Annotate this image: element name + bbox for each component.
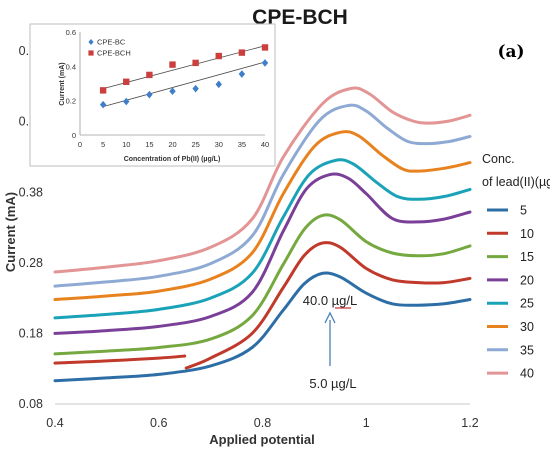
inset-series-group	[99, 44, 269, 109]
inset-point-square	[146, 71, 153, 79]
series-line-25	[53, 158, 472, 320]
inset-x-tick-label: 35	[238, 140, 246, 149]
inset-y-tick-label: 0	[72, 131, 76, 140]
main-y-tick-label: 0.18	[19, 326, 43, 340]
series-line-5	[53, 271, 472, 383]
series-line-35	[53, 103, 472, 288]
main-y-tick-label: 0.08	[19, 397, 43, 411]
main-y-axis-label: Current (mA)	[3, 192, 18, 272]
inset-x-tick-label: 10	[122, 140, 130, 149]
legend-label: 15	[520, 250, 534, 264]
main-x-axis-label: Applied potential	[209, 432, 314, 447]
inset-fit-line	[103, 61, 266, 108]
inset-x-tick-label: 15	[145, 140, 153, 149]
inset-x-tick-label: 40	[261, 140, 269, 149]
inset-x-axis-label: Concentration of Pb(II) (µg/L)	[124, 156, 221, 163]
inset-legend-label: CPE-BC	[97, 38, 126, 47]
inset-point-square	[192, 59, 199, 67]
inset-point-square	[99, 87, 107, 94]
inset-point-diamond	[169, 87, 176, 96]
inset-y-axis-label: Current (mA)	[59, 62, 66, 105]
chart-title: CPE-BCH	[252, 6, 348, 29]
inset-point-diamond	[99, 100, 107, 109]
inset-x-tick-label: 20	[168, 140, 176, 149]
inset-y-tick-label: 0.4	[66, 62, 76, 71]
inset-point-square	[169, 61, 176, 68]
inset-point-diamond	[192, 84, 199, 93]
main-x-tick-label: 1.2	[461, 416, 478, 430]
legend-label: 30	[520, 320, 534, 334]
main-x-tick-label: 0.4	[46, 416, 63, 430]
series-line-15	[53, 213, 472, 356]
main-x-tick-label: 0.6	[150, 416, 167, 430]
legend-label: 40	[520, 367, 534, 381]
main-y-tick-label: 0.38	[19, 185, 43, 199]
series-line-30	[53, 130, 472, 301]
inset-fit-line	[103, 45, 266, 90]
inset-point-diamond	[261, 59, 269, 67]
main-x-tick-label: 1	[363, 416, 370, 430]
main-series-group	[53, 86, 472, 383]
inset-frame	[29, 23, 276, 167]
legend-title-line-1: Conc.	[482, 152, 515, 166]
inset-x-tick-label: 0	[78, 140, 82, 149]
inset-y-tick-label: 0.2	[66, 97, 76, 106]
inset-point-square	[123, 78, 130, 85]
legend-label: 25	[520, 297, 534, 311]
arrow-up-icon	[324, 311, 336, 324]
inset-point-diamond	[215, 80, 222, 89]
legend-label: 10	[520, 227, 534, 241]
inset-legend-square	[88, 50, 94, 56]
inset-point-square	[261, 44, 269, 51]
series-line-40	[53, 86, 472, 274]
main-x-tick-labels: 0.4 0.6 0.8 1 1.2	[46, 416, 478, 430]
inset-point-square	[238, 49, 246, 56]
series-line-10	[53, 354, 187, 365]
inset-y-tick-label: 0.6	[66, 28, 76, 37]
inset-point-square	[215, 52, 222, 60]
legend-label: 5	[520, 204, 527, 218]
main-x-tick-label: 0.8	[254, 416, 271, 430]
inset-x-tick-labels: 0 5 10 15 20 25 30 35 40	[78, 140, 269, 149]
legend-title-line-2: of lead(II)(µg/L)	[482, 175, 550, 189]
main-y-tick-label: 0.28	[19, 256, 43, 270]
series-line-20	[53, 172, 472, 335]
inset-x-tick-label: 25	[191, 140, 199, 149]
annotation-bottom: 5.0 µg/L	[309, 376, 356, 391]
inset-point-diamond	[238, 70, 246, 78]
legend-label: 20	[520, 273, 534, 287]
legend-label: 35	[520, 343, 534, 357]
inset-legend-label: CPE-BCH	[97, 49, 131, 58]
inset-x-tick-label: 5	[101, 140, 105, 149]
inset-point-diamond	[146, 90, 153, 99]
inset-legend: CPE-BC CPE-BCH	[88, 38, 131, 58]
inset-point-diamond	[123, 97, 130, 106]
series-line-10	[184, 241, 472, 370]
panel-label: (a)	[497, 42, 524, 62]
annotation-top: 40.0 µg/L	[303, 293, 357, 308]
inset-y-tick-labels: 0 0.2 0.4 0.6	[66, 28, 76, 140]
inset-legend-diamond	[88, 39, 94, 45]
inset-x-tick-label: 30	[215, 140, 223, 149]
main-legend: 5 10 15 20 25 30 35 40	[487, 204, 534, 381]
